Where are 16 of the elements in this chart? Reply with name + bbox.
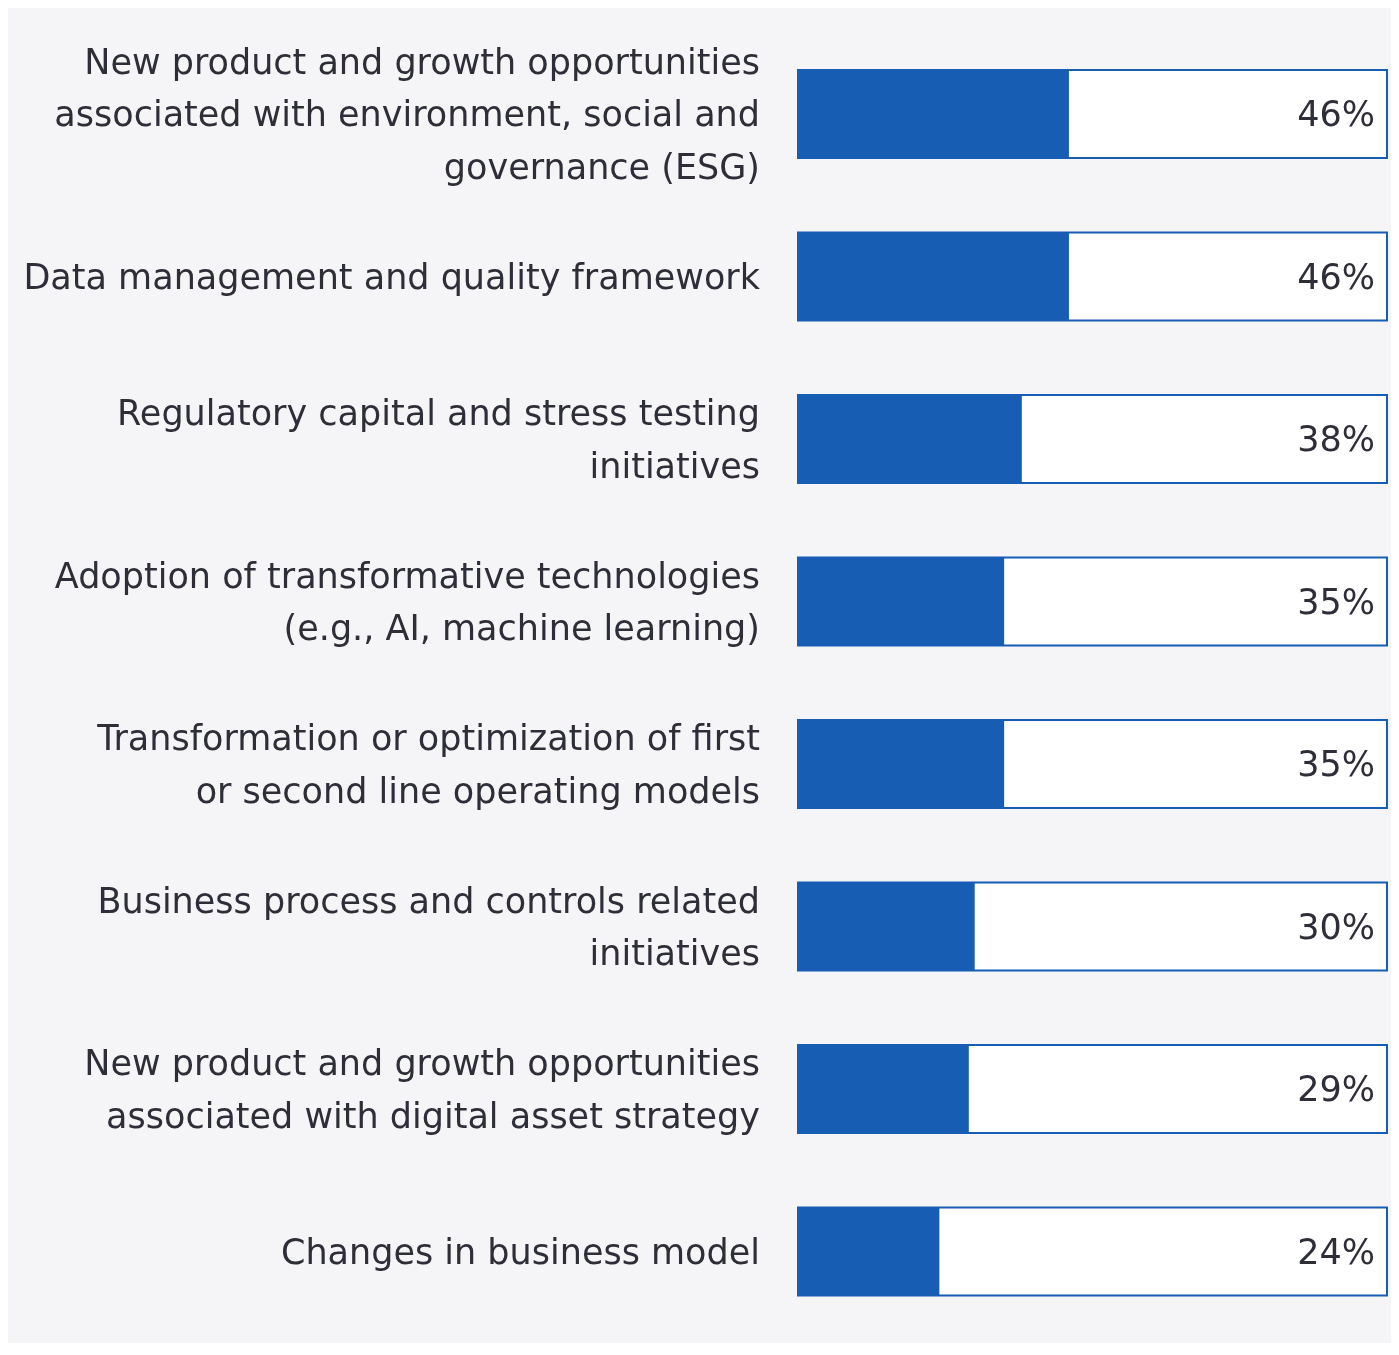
y-tick-label: New product and growth opportunities associated with environment, social and governance (ESG) [54,41,760,187]
data-label: 38% [1297,419,1375,459]
data-label: 29% [1297,1069,1375,1109]
data-label: 35% [1297,744,1375,784]
data-label: 24% [1297,1231,1375,1272]
y-tick-label: Changes in business model [280,1231,760,1272]
data-label: 46% [1297,94,1375,134]
y-tick-label: Transformation or optimization of first or second line operating models [96,718,760,811]
y-tick-label: New product and growth opportunities associated with digital asset strategy [84,1043,760,1136]
data-label: 35% [1297,581,1375,622]
y-tick-label: Regulatory capital and stress testing initiatives [117,393,760,486]
data-label: 46% [1297,256,1375,297]
y-tick-label: Data management and quality framework [23,256,761,297]
y-tick-label: Business process and controls related initiatives [97,880,760,973]
y-tick-label: Adoption of transformative technologies (e.g., AI, machine learning) [54,555,760,648]
data-label: 30% [1297,906,1375,947]
